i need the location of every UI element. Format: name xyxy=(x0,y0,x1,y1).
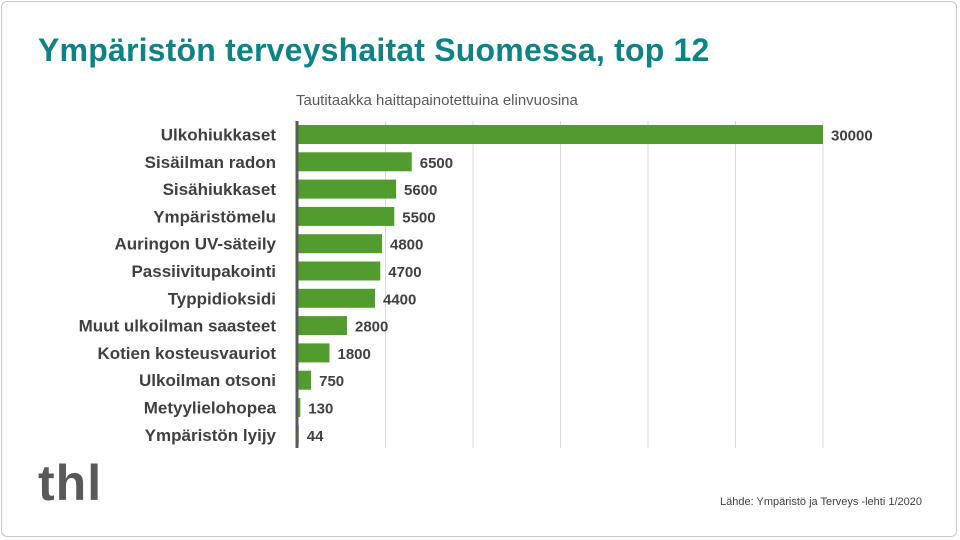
data-label: 5600 xyxy=(404,182,437,199)
category-label: Sisähiukkaset xyxy=(163,180,277,199)
category-label: Kotien kosteusvauriot xyxy=(97,344,276,363)
data-label: 2800 xyxy=(355,319,388,336)
bar xyxy=(298,316,347,336)
category-label: Auringon UV-säteily xyxy=(114,235,276,254)
data-label: 5500 xyxy=(402,209,435,226)
category-label: Metyylielohopea xyxy=(144,399,277,418)
thl-logo: thl xyxy=(38,455,103,511)
category-label: Ulkohiukkaset xyxy=(161,126,277,145)
category-label: Ulkoilman otsoni xyxy=(139,371,276,390)
bar xyxy=(298,206,395,226)
data-label: 750 xyxy=(319,373,344,390)
data-label: 130 xyxy=(308,401,333,418)
bar xyxy=(298,288,375,308)
chart-subtitle: Tautitaakka haittapainotettuina elinvuos… xyxy=(296,92,578,109)
category-label: Muut ulkoilman saasteet xyxy=(79,317,277,336)
category-label: Passiivitupakointi xyxy=(131,262,276,281)
bar xyxy=(298,261,381,281)
data-label: 1800 xyxy=(338,346,371,363)
category-label: Sisäilman radon xyxy=(145,153,276,172)
bar xyxy=(298,125,823,144)
bar xyxy=(298,179,396,199)
category-label: Typpidioksidi xyxy=(168,289,276,308)
bar xyxy=(298,234,382,254)
category-label: Ympäristömelu xyxy=(153,207,276,226)
bar xyxy=(298,343,330,363)
data-label: 30000 xyxy=(831,128,873,145)
bar xyxy=(298,398,301,417)
bar xyxy=(298,370,312,390)
data-label: 44 xyxy=(307,428,324,445)
bar xyxy=(298,152,412,172)
data-label: 4400 xyxy=(383,291,416,308)
data-label: 4800 xyxy=(390,237,423,254)
source-note: Lähde: Ympäristö ja Terveys -lehti 1/202… xyxy=(720,496,922,508)
data-label: 6500 xyxy=(420,155,453,172)
slide-title: Ympäristön terveyshaitat Suomessa, top 1… xyxy=(38,32,710,68)
data-label: 4700 xyxy=(388,264,421,281)
category-label: Ympäristön lyijy xyxy=(145,426,277,445)
